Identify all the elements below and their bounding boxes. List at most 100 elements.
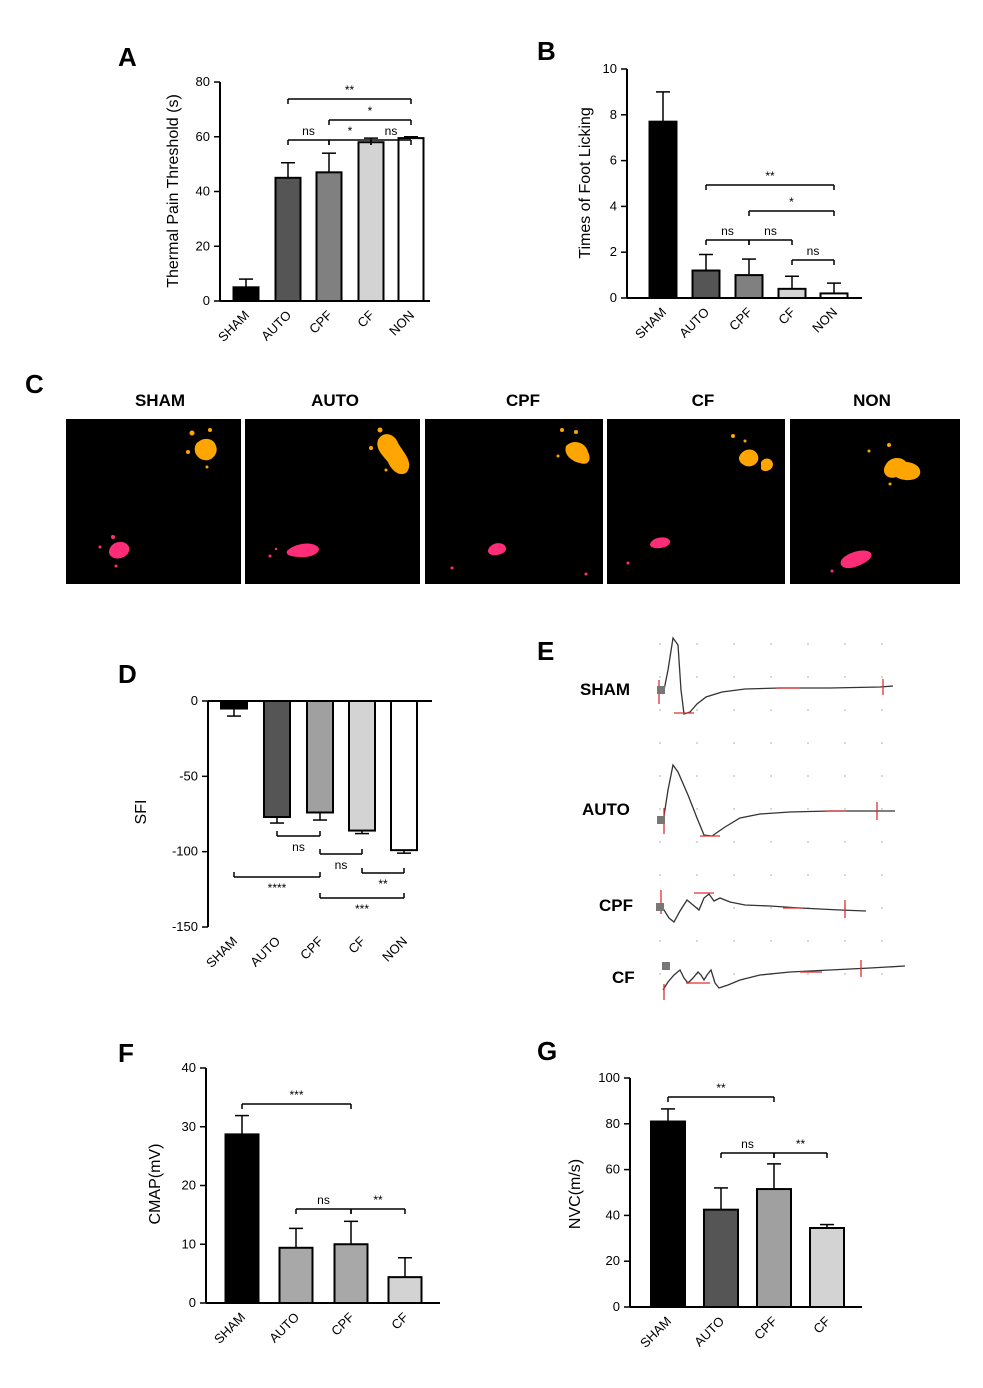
trace-label-cf: CF bbox=[612, 968, 635, 987]
significance-label: ** bbox=[765, 169, 775, 183]
grid-dot bbox=[770, 676, 772, 678]
category-label: CPF bbox=[726, 304, 755, 333]
panel-label-b: B bbox=[537, 36, 556, 66]
y-tick-label: 0 bbox=[610, 290, 617, 305]
grid-dot bbox=[659, 874, 661, 876]
grid-dot bbox=[696, 808, 698, 810]
category-label: CPF bbox=[297, 933, 326, 962]
footprint-panel: SHAM AUTO CPF CF NON bbox=[66, 391, 960, 584]
category-label: AUTO bbox=[691, 1314, 727, 1350]
category-label: AUTO bbox=[676, 305, 712, 341]
grid-dot bbox=[844, 643, 846, 645]
footprint-blobs-sham bbox=[98, 428, 217, 568]
bar bbox=[756, 1188, 792, 1308]
grid-dot bbox=[733, 742, 735, 744]
grid-dot bbox=[733, 775, 735, 777]
chart-cmap: 0 10 20 30 40 CMAP(mV) SHAM AUTO CPF CF *** ns ** bbox=[147, 1060, 440, 1347]
footprint-title-cpf: CPF bbox=[506, 391, 540, 410]
emg-trace-cf bbox=[662, 960, 906, 1000]
grid-dot bbox=[770, 907, 772, 909]
grid-dot bbox=[770, 874, 772, 876]
bar bbox=[274, 176, 302, 302]
bar bbox=[648, 120, 678, 299]
grid-dot bbox=[844, 973, 846, 975]
grid-dot bbox=[807, 709, 809, 711]
y-tick-label: 80 bbox=[606, 1116, 620, 1131]
grid-dot bbox=[807, 973, 809, 975]
panel-label-e: E bbox=[537, 636, 554, 666]
significance-label: ** bbox=[345, 83, 355, 97]
category-label: CF bbox=[810, 1313, 833, 1336]
y-tick-label: 40 bbox=[196, 184, 210, 199]
grid-dot bbox=[881, 973, 883, 975]
bar bbox=[306, 700, 334, 814]
y-axis-label: SFI bbox=[133, 800, 150, 825]
footprint-image-cf bbox=[607, 419, 785, 584]
grid-dot bbox=[659, 676, 661, 678]
grid-dot bbox=[881, 808, 883, 810]
significance-label: ** bbox=[796, 1137, 806, 1151]
y-tick-label: 4 bbox=[610, 198, 617, 213]
grid-dot bbox=[696, 874, 698, 876]
emg-trace-sham bbox=[657, 636, 894, 715]
bar bbox=[278, 1246, 314, 1305]
category-label: CPF bbox=[306, 307, 335, 336]
grid-dot bbox=[807, 808, 809, 810]
y-tick-label: 60 bbox=[196, 129, 210, 144]
grid-dot bbox=[844, 709, 846, 711]
y-tick-label: 40 bbox=[182, 1060, 196, 1075]
significance-label: ** bbox=[373, 1193, 383, 1207]
grid-dot bbox=[696, 841, 698, 843]
grid-dot bbox=[696, 775, 698, 777]
grid-dot bbox=[696, 940, 698, 942]
emg-trace-auto bbox=[657, 763, 895, 837]
chart-foot-licking: 0 2 4 6 8 10 Times of Foot Licking SHAM AUTO CPF C… bbox=[577, 61, 862, 342]
grid-dot bbox=[659, 709, 661, 711]
grid-dot bbox=[881, 742, 883, 744]
category-label: CF bbox=[775, 304, 798, 327]
y-tick-label: 6 bbox=[610, 153, 617, 168]
bar bbox=[650, 1120, 686, 1309]
grid-dot bbox=[881, 709, 883, 711]
emg-trace-panel: SHAM AUTO CPF CF bbox=[580, 636, 906, 1000]
significance-label: ns bbox=[335, 858, 348, 872]
bar bbox=[691, 269, 721, 299]
bar bbox=[357, 141, 385, 302]
bar bbox=[397, 137, 425, 302]
footprint-title-sham: SHAM bbox=[135, 391, 185, 410]
grid-dot bbox=[844, 940, 846, 942]
significance-label: ns bbox=[764, 224, 777, 238]
grid-dot bbox=[659, 742, 661, 744]
grid-dot bbox=[696, 742, 698, 744]
trace-grid bbox=[659, 643, 883, 975]
significance-label: *** bbox=[289, 1088, 303, 1102]
grid-dot bbox=[881, 676, 883, 678]
significance-label: ns bbox=[741, 1137, 754, 1151]
grid-dot bbox=[844, 775, 846, 777]
y-tick-label: 60 bbox=[606, 1162, 620, 1177]
trace-label-cpf: CPF bbox=[599, 896, 633, 915]
grid-dot bbox=[659, 643, 661, 645]
grid-dot bbox=[696, 676, 698, 678]
grid-dot bbox=[881, 775, 883, 777]
footprint-image-non bbox=[790, 419, 960, 584]
y-tick-label: 0 bbox=[189, 1295, 196, 1310]
significance-label: ns bbox=[385, 124, 398, 138]
emg-trace-cpf bbox=[656, 890, 867, 923]
grid-dot bbox=[770, 808, 772, 810]
footprint-title-cf: CF bbox=[692, 391, 715, 410]
grid-dot bbox=[844, 874, 846, 876]
significance-label: ** bbox=[716, 1081, 726, 1095]
bar bbox=[387, 1276, 423, 1305]
panel-label-a: A bbox=[118, 42, 137, 72]
category-label: AUTO bbox=[266, 1310, 302, 1346]
grid-dot bbox=[807, 643, 809, 645]
y-tick-label: 2 bbox=[610, 244, 617, 259]
category-label: SHAM bbox=[211, 1310, 248, 1347]
y-tick-label: 0 bbox=[191, 693, 198, 708]
y-tick-label: -150 bbox=[172, 919, 198, 934]
y-tick-label: 10 bbox=[603, 61, 617, 76]
category-label: SHAM bbox=[637, 1314, 674, 1351]
significance-label: ns bbox=[721, 224, 734, 238]
